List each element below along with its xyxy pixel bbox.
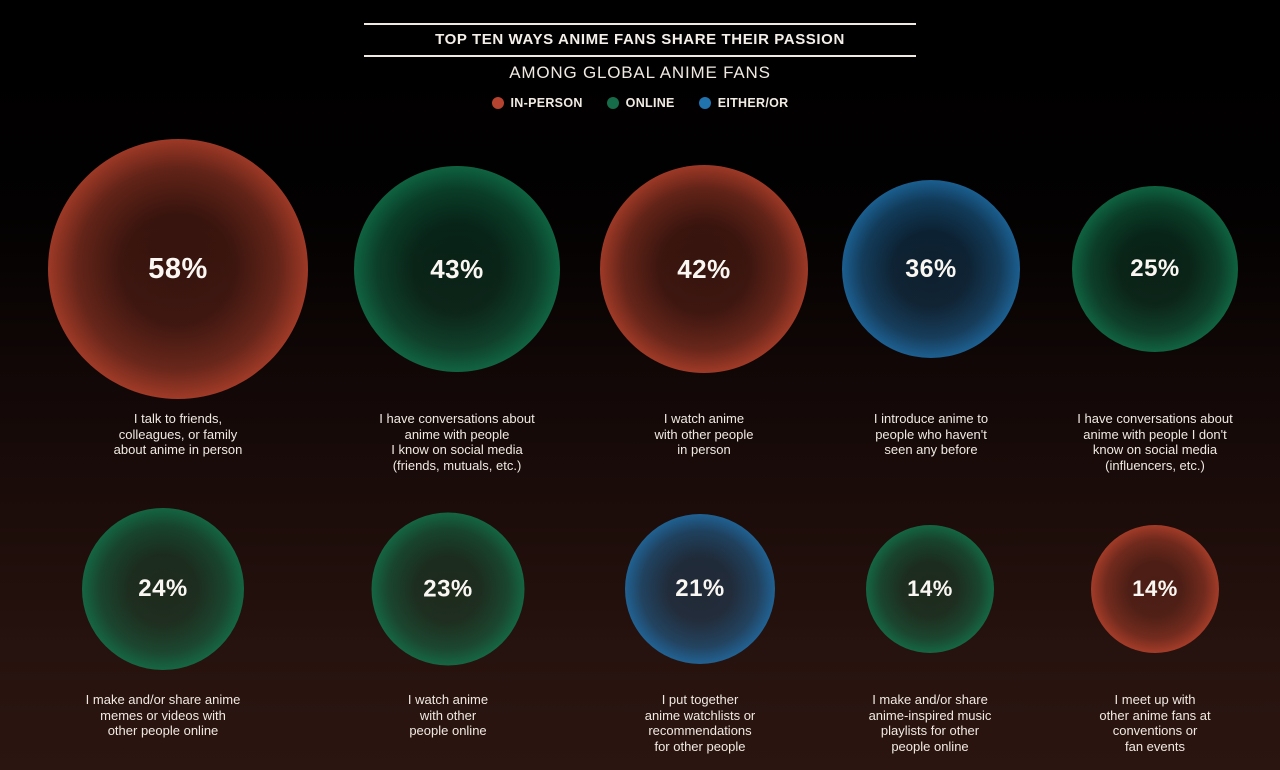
- either-or-dot-icon: [698, 97, 711, 109]
- in-person-dot-icon: [491, 97, 504, 109]
- bubble-value: 14%: [907, 576, 953, 601]
- bubble-label: I make and/or share anime-inspired music…: [868, 692, 992, 754]
- bubble-label: I meet up with other anime fans at conve…: [1099, 692, 1211, 754]
- bubble-circle: 24%: [82, 508, 244, 670]
- legend-item-either-or: EITHER/OR: [698, 96, 789, 110]
- legend-label: ONLINE: [625, 96, 675, 110]
- bubble-circle: 21%: [625, 514, 775, 664]
- bubble-value: 23%: [423, 575, 473, 602]
- bubble-circle: 14%: [866, 525, 994, 653]
- legend-label: EITHER/OR: [717, 96, 789, 110]
- bubble-value: 58%: [148, 252, 208, 285]
- bubble-label: I watch anime with other people in perso…: [654, 411, 754, 457]
- legend: IN-PERSON ONLINE EITHER/OR: [0, 96, 1280, 110]
- bubble-label: I talk to friends, colleagues, or family…: [113, 411, 243, 457]
- bubble-label: I introduce anime to people who haven't …: [873, 411, 989, 457]
- bubble-circle: 36%: [842, 180, 1020, 358]
- bubble-value: 25%: [1130, 255, 1180, 282]
- bubble-label: I make and/or share anime memes or video…: [85, 692, 241, 738]
- legend-item-in-person: IN-PERSON: [491, 96, 583, 110]
- bubble-value: 14%: [1132, 576, 1178, 601]
- bubble-label: I have conversations about anime with pe…: [1077, 411, 1233, 473]
- bubble-label: I watch anime with other people online: [407, 692, 489, 738]
- bubble-value: 42%: [677, 254, 731, 284]
- bubble-circle: 42%: [600, 165, 808, 373]
- bubble-circle: 23%: [371, 512, 525, 666]
- bubble-value: 24%: [138, 575, 188, 602]
- bubble-label: I put together anime watchlists or recom…: [644, 692, 756, 754]
- legend-item-online: ONLINE: [606, 96, 675, 110]
- bubble-value: 36%: [905, 254, 957, 283]
- bubble-value: 21%: [675, 575, 725, 602]
- online-dot-icon: [606, 97, 619, 109]
- bubble-circle: 14%: [1091, 525, 1219, 653]
- title-box: TOP TEN WAYS ANIME FANS SHARE THEIR PASS…: [364, 23, 916, 57]
- page-subtitle: AMONG GLOBAL ANIME FANS: [509, 63, 771, 82]
- bubble-label: I have conversations about anime with pe…: [379, 411, 535, 473]
- bubble-circle: 25%: [1072, 186, 1238, 352]
- bubble-circle: 43%: [354, 166, 560, 372]
- bubble-value: 43%: [430, 254, 484, 284]
- bubble-circle: 58%: [48, 139, 308, 399]
- legend-label: IN-PERSON: [510, 96, 583, 110]
- page-title: TOP TEN WAYS ANIME FANS SHARE THEIR PASS…: [435, 31, 845, 48]
